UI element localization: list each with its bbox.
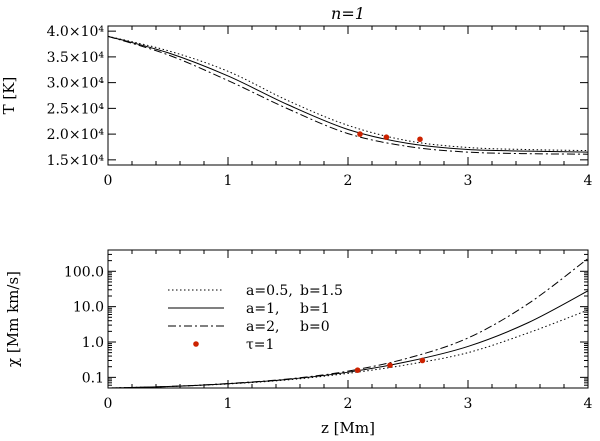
y-tick-label: 1.0 [82, 335, 104, 351]
y-tick-label: 10.0 [73, 300, 104, 316]
y-tick-label: 2.5×10⁴ [47, 101, 105, 117]
legend-label-b: b=1.5 [300, 283, 343, 299]
y-tick-label: 1.5×10⁴ [47, 153, 105, 169]
tau1-marker [417, 136, 423, 143]
x-tick-label: 0 [104, 396, 113, 412]
legend-label-a: a=1, [246, 301, 279, 317]
y-tick-label: 2.0×10⁴ [47, 127, 105, 143]
y-tick-label: 3.5×10⁴ [47, 50, 105, 66]
chart-title: n=1 [331, 4, 365, 23]
x-axis-label: z [Mm] [321, 419, 375, 437]
x-tick-label: 3 [464, 173, 473, 189]
x-tick-label: 2 [344, 396, 353, 412]
legend-label-b: b=1 [300, 301, 330, 317]
legend-label-a: a=0.5, [246, 283, 293, 299]
legend-marker [193, 341, 199, 347]
y-tick-label: 4.0×10⁴ [47, 24, 105, 40]
diffusion-panel: 0 1 2 3 4 0.1 1.0 10.0 100.0 z [Mm] χ [Mm km/s] a=0… [4, 249, 593, 437]
x-tick-label: 1 [224, 396, 233, 412]
temperature-panel: 0 1 2 3 4 1.5×10⁴ 2.0×10⁴ 2.5×10⁴ 3.0×10⁴ 3.5×10⁴… [0, 4, 593, 189]
series-line-dashdot [108, 258, 588, 388]
legend-label-a: τ=1 [246, 337, 274, 353]
y-axis-label: T [K] [0, 77, 18, 115]
y-tick-label: 0.1 [82, 370, 104, 386]
series-line-solid [108, 35, 588, 153]
tau1-marker [387, 362, 393, 369]
legend-label-b: b=0 [300, 319, 330, 335]
plot-frame [107, 249, 589, 389]
series-line-dotted [108, 35, 588, 152]
x-tick-label: 2 [344, 173, 353, 189]
y-axis-label: χ [Mm km/s] [4, 271, 22, 367]
tau1-marker [419, 357, 426, 364]
y-tick-label: 3.0×10⁴ [47, 76, 105, 92]
legend-label-a: a=2, [246, 319, 279, 335]
tau1-marker [383, 134, 390, 140]
series-line-dashdot [108, 35, 588, 155]
tau1-marker [357, 131, 363, 137]
tau1-marker [354, 367, 361, 373]
x-tick-label: 1 [224, 173, 233, 189]
x-tick-label: 4 [584, 396, 593, 412]
x-tick-label: 4 [584, 173, 593, 189]
x-tick-label: 0 [104, 173, 113, 189]
y-tick-label: 100.0 [64, 264, 104, 280]
series-line-dotted [108, 309, 588, 388]
plot-frame [107, 25, 589, 166]
x-tick-label: 3 [464, 396, 473, 412]
